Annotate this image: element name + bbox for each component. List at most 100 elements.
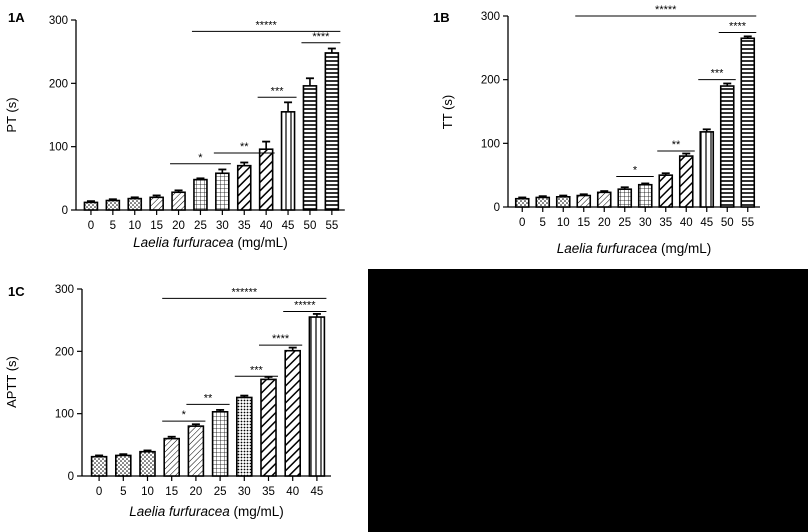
y-tick-label: 300 bbox=[49, 15, 68, 27]
x-tick-label: 40 bbox=[260, 220, 273, 232]
y-tick-label: 0 bbox=[62, 205, 68, 217]
significance-label: ***** bbox=[255, 19, 277, 31]
x-tick-label: 25 bbox=[214, 486, 227, 498]
bar-35 bbox=[658, 174, 674, 208]
bar-5 bbox=[105, 199, 121, 211]
y-tick-label: 0 bbox=[68, 471, 74, 483]
significance-label: **** bbox=[272, 333, 290, 345]
x-axis-label: Laelia furfuracea (mg/mL) bbox=[557, 241, 712, 256]
y-tick-label: 100 bbox=[481, 138, 500, 150]
x-tick-label: 45 bbox=[311, 486, 324, 498]
bar-25 bbox=[211, 410, 229, 477]
bar-15 bbox=[163, 437, 180, 477]
x-tick-label: 45 bbox=[282, 220, 295, 232]
significance-label: *** bbox=[711, 68, 725, 80]
x-tick-label: 5 bbox=[110, 220, 116, 232]
x-tick-label: 5 bbox=[120, 486, 126, 498]
bar-10 bbox=[555, 196, 571, 208]
y-axis-label: APTT (s) bbox=[4, 356, 19, 408]
x-tick-label: 5 bbox=[540, 217, 546, 229]
significance-label: ***** bbox=[294, 299, 316, 311]
significance-label: **** bbox=[312, 31, 330, 43]
y-tick-label: 300 bbox=[481, 11, 500, 23]
bar-0 bbox=[514, 197, 530, 208]
x-axis-label-unit: (mg/mL) bbox=[230, 504, 284, 519]
x-tick-label: 15 bbox=[577, 217, 590, 229]
x-tick-label: 35 bbox=[238, 220, 251, 232]
blank-black-panel bbox=[368, 269, 808, 532]
bar-15 bbox=[576, 194, 592, 208]
panel-label: 1C bbox=[8, 284, 25, 299]
significance-label: *** bbox=[250, 364, 264, 376]
significance-label: * bbox=[182, 409, 187, 421]
bar-50 bbox=[719, 85, 735, 208]
bar-40 bbox=[258, 148, 274, 211]
x-tick-label: 0 bbox=[96, 486, 102, 498]
panel-label: 1B bbox=[433, 10, 450, 25]
x-tick-label: 45 bbox=[700, 217, 713, 229]
chart-1b: 1B TT (s) 0 100 200 300 0 5 10 15 20 25 30 35 40 45 50 55… bbox=[433, 4, 760, 256]
x-axis-label-unit: (mg/mL) bbox=[234, 235, 288, 250]
y-tick-label: 200 bbox=[55, 346, 74, 358]
x-tick-label: 50 bbox=[304, 220, 317, 232]
x-tick-label: 55 bbox=[325, 220, 338, 232]
x-tick-label: 20 bbox=[598, 217, 611, 229]
bar-20 bbox=[596, 191, 612, 208]
x-axis-label-species: Laelia furfuracea bbox=[133, 235, 234, 250]
significance-label: ****** bbox=[231, 286, 257, 298]
bar-30 bbox=[637, 183, 653, 208]
bar-0 bbox=[83, 201, 99, 211]
x-axis-label-species: Laelia furfuracea bbox=[129, 504, 230, 519]
bar-45 bbox=[308, 316, 326, 477]
x-tick-label: 30 bbox=[216, 220, 229, 232]
y-tick-label: 100 bbox=[55, 409, 74, 421]
x-axis-label-unit: (mg/mL) bbox=[657, 241, 711, 256]
significance-label: * bbox=[198, 152, 203, 164]
x-tick-label: 35 bbox=[659, 217, 672, 229]
significance-label: ***** bbox=[655, 4, 677, 16]
x-tick-label: 25 bbox=[618, 217, 631, 229]
x-tick-label: 10 bbox=[128, 220, 141, 232]
y-axis-label: TT (s) bbox=[440, 95, 455, 129]
y-tick-label: 300 bbox=[55, 284, 74, 296]
bar-20 bbox=[171, 191, 186, 211]
bar-5 bbox=[535, 196, 551, 208]
significance-label: **** bbox=[729, 21, 747, 33]
bar-30 bbox=[236, 396, 253, 477]
x-tick-label: 40 bbox=[286, 486, 299, 498]
x-tick-label: 20 bbox=[190, 486, 203, 498]
y-tick-label: 0 bbox=[494, 202, 500, 214]
bar-35 bbox=[260, 378, 277, 477]
y-tick-label: 100 bbox=[49, 142, 68, 154]
bar-0 bbox=[90, 455, 108, 477]
x-tick-label: 15 bbox=[150, 220, 163, 232]
x-tick-label: 55 bbox=[741, 217, 754, 229]
chart-1c: 1C APTT (s) 0 100 200 300 0 5 10 15 20 25 30 35 40 45 La… bbox=[4, 284, 331, 519]
x-tick-label: 0 bbox=[88, 220, 94, 232]
significance-label: * bbox=[633, 164, 638, 176]
x-tick-label: 30 bbox=[238, 486, 251, 498]
significance-label: ** bbox=[240, 141, 249, 153]
bar-45 bbox=[699, 131, 715, 208]
x-axis-label-species: Laelia furfuracea bbox=[557, 241, 658, 256]
x-tick-label: 25 bbox=[194, 220, 207, 232]
x-axis-label: Laelia furfuracea (mg/mL) bbox=[129, 504, 284, 519]
y-axis-label: PT (s) bbox=[4, 97, 19, 132]
x-tick-label: 50 bbox=[721, 217, 734, 229]
x-tick-label: 10 bbox=[557, 217, 570, 229]
bar-45 bbox=[280, 111, 296, 211]
bar-55 bbox=[324, 52, 340, 211]
y-tick-label: 200 bbox=[481, 75, 500, 87]
bar-5 bbox=[115, 454, 132, 477]
bar-50 bbox=[302, 85, 318, 211]
bar-25 bbox=[617, 188, 633, 208]
x-tick-label: 10 bbox=[141, 486, 154, 498]
bar-35 bbox=[236, 164, 252, 211]
bar-15 bbox=[149, 196, 164, 211]
significance-label: ** bbox=[672, 139, 681, 151]
bar-25 bbox=[193, 178, 208, 211]
bar-40 bbox=[678, 155, 694, 208]
bar-40 bbox=[284, 349, 302, 477]
y-tick-label: 200 bbox=[49, 78, 68, 90]
